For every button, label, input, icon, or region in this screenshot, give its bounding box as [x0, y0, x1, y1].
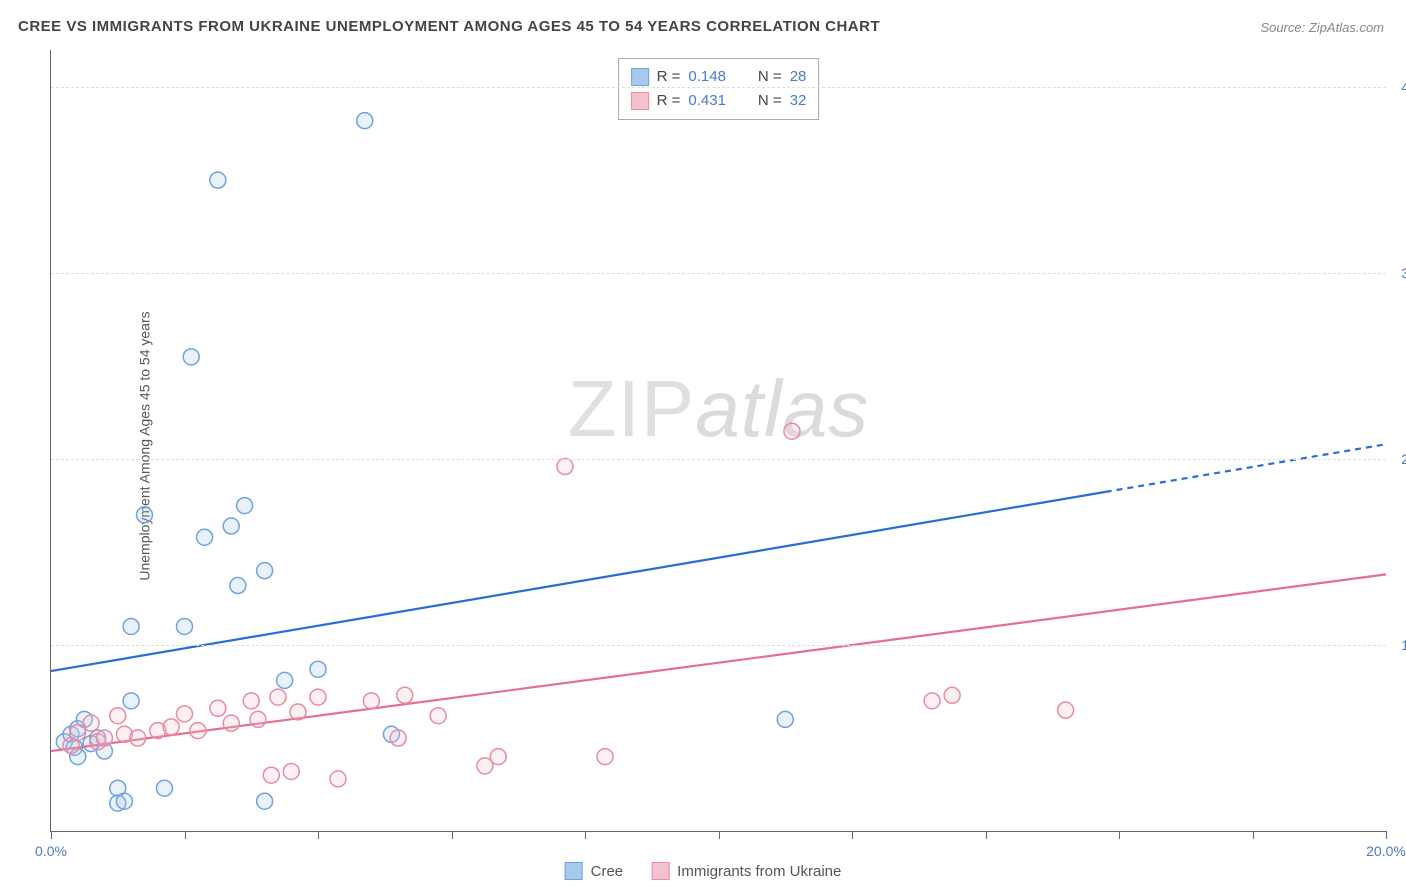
data-point — [1058, 702, 1074, 718]
data-point — [490, 749, 506, 765]
data-point — [197, 529, 213, 545]
stat-n-label: N = — [758, 89, 782, 113]
chart-svg — [51, 50, 1386, 831]
gridline — [51, 273, 1386, 274]
stats-row: R = 0.148 N = 28 — [631, 65, 807, 89]
x-tick — [51, 831, 52, 839]
x-tick — [1386, 831, 1387, 839]
chart-title: CREE VS IMMIGRANTS FROM UKRAINE UNEMPLOY… — [18, 18, 880, 35]
data-point — [397, 687, 413, 703]
bottom-legend: Cree Immigrants from Ukraine — [565, 862, 842, 880]
legend-label: Immigrants from Ukraine — [677, 863, 841, 880]
y-tick-label: 10.0% — [1401, 637, 1406, 653]
data-point — [277, 672, 293, 688]
trend-line-dashed — [1106, 444, 1386, 492]
data-point — [230, 578, 246, 594]
x-tick — [185, 831, 186, 839]
data-point — [190, 723, 206, 739]
data-point — [557, 459, 573, 475]
data-point — [156, 780, 172, 796]
data-point — [390, 730, 406, 746]
data-point — [263, 767, 279, 783]
data-point — [210, 172, 226, 188]
y-tick-label: 40.0% — [1401, 79, 1406, 95]
data-point — [283, 763, 299, 779]
data-point — [123, 618, 139, 634]
data-point — [310, 689, 326, 705]
stat-r-label: R = — [657, 89, 681, 113]
source-label: Source: ZipAtlas.com — [1260, 20, 1384, 35]
data-point — [136, 507, 152, 523]
legend-label: Cree — [591, 863, 624, 880]
y-tick-label: 20.0% — [1401, 451, 1406, 467]
x-tick — [719, 831, 720, 839]
stats-row: R = 0.431 N = 32 — [631, 89, 807, 113]
stat-n-value: 32 — [790, 89, 807, 113]
data-point — [250, 711, 266, 727]
data-point — [257, 563, 273, 579]
x-tick — [585, 831, 586, 839]
data-point — [243, 693, 259, 709]
x-tick — [986, 831, 987, 839]
data-point — [163, 719, 179, 735]
data-point — [944, 687, 960, 703]
x-tick — [452, 831, 453, 839]
data-point — [330, 771, 346, 787]
data-point — [116, 793, 132, 809]
gridline — [51, 87, 1386, 88]
stat-r-value: 0.148 — [688, 65, 726, 89]
data-point — [223, 518, 239, 534]
x-tick-label: 20.0% — [1366, 843, 1406, 859]
data-point — [777, 711, 793, 727]
legend-swatch — [631, 68, 649, 86]
data-point — [784, 423, 800, 439]
data-point — [110, 708, 126, 724]
data-point — [210, 700, 226, 716]
data-point — [357, 113, 373, 129]
data-point — [177, 618, 193, 634]
legend-swatch — [651, 862, 669, 880]
x-tick — [1253, 831, 1254, 839]
data-point — [223, 715, 239, 731]
gridline — [51, 645, 1386, 646]
data-point — [183, 349, 199, 365]
x-tick-label: 0.0% — [35, 843, 67, 859]
x-tick — [1119, 831, 1120, 839]
legend-item: Cree — [565, 862, 624, 880]
data-point — [257, 793, 273, 809]
stat-n-value: 28 — [790, 65, 807, 89]
data-point — [237, 498, 253, 514]
data-point — [130, 730, 146, 746]
stat-r-label: R = — [657, 65, 681, 89]
y-tick-label: 30.0% — [1401, 265, 1406, 281]
data-point — [310, 661, 326, 677]
data-point — [96, 730, 112, 746]
legend-swatch — [631, 92, 649, 110]
stat-n-label: N = — [758, 65, 782, 89]
data-point — [83, 715, 99, 731]
data-point — [430, 708, 446, 724]
x-tick — [318, 831, 319, 839]
data-point — [123, 693, 139, 709]
data-point — [924, 693, 940, 709]
data-point — [363, 693, 379, 709]
gridline — [51, 459, 1386, 460]
data-point — [290, 704, 306, 720]
data-point — [177, 706, 193, 722]
stats-legend-box: R = 0.148 N = 28 R = 0.431 N = 32 — [618, 58, 820, 120]
data-point — [597, 749, 613, 765]
stat-r-value: 0.431 — [688, 89, 726, 113]
legend-swatch — [565, 862, 583, 880]
plot-area: ZIPatlas R = 0.148N = 28R = 0.431N = 32 … — [50, 50, 1386, 832]
data-point — [270, 689, 286, 705]
x-tick — [852, 831, 853, 839]
legend-item: Immigrants from Ukraine — [651, 862, 841, 880]
